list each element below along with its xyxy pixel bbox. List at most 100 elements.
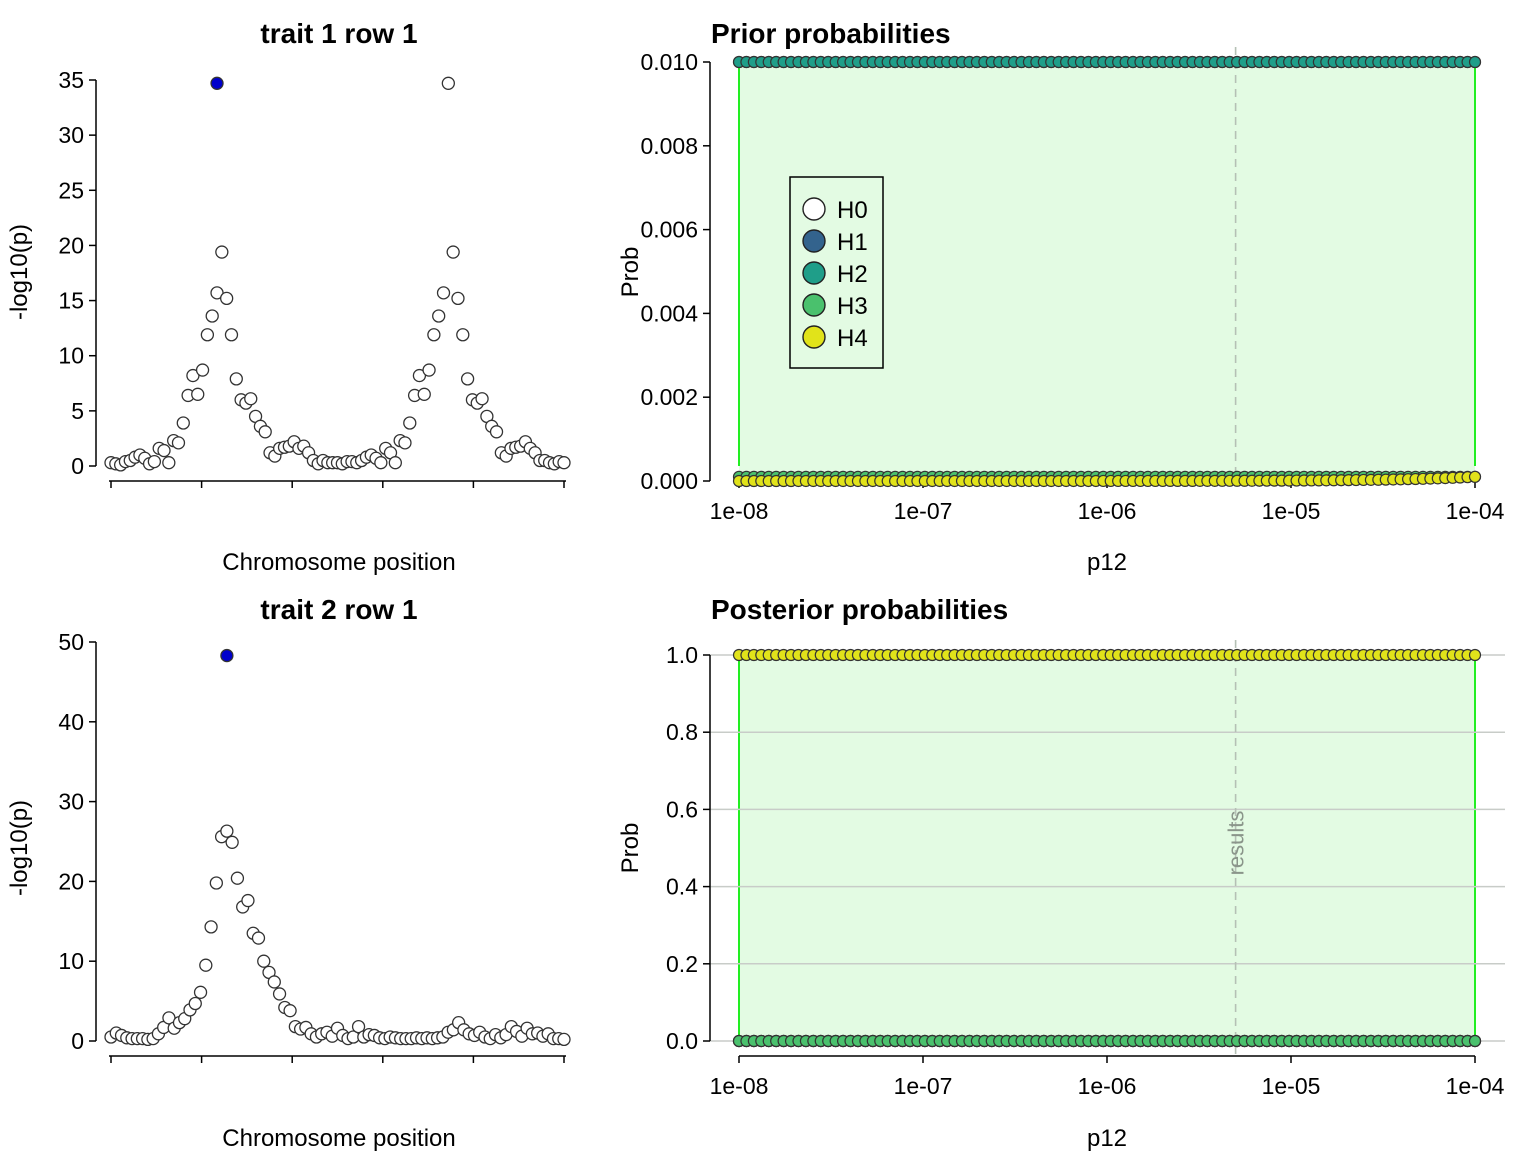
data-point bbox=[191, 387, 205, 401]
shaded-region bbox=[739, 655, 1475, 1041]
y-tick-label: 1.0 bbox=[666, 642, 698, 668]
lead-variant-point bbox=[220, 648, 234, 663]
data-point bbox=[427, 328, 441, 342]
y-tick-label: 0.002 bbox=[640, 384, 698, 410]
x-tick-label: 1e-05 bbox=[1262, 1073, 1321, 1099]
data-point bbox=[147, 454, 162, 469]
data-point bbox=[456, 328, 470, 342]
legend-label-h4: H4 bbox=[837, 325, 868, 352]
data-point bbox=[451, 291, 465, 306]
data-point bbox=[272, 987, 287, 1001]
data-point bbox=[446, 245, 460, 259]
y-tick-label: 0 bbox=[71, 1028, 84, 1054]
y-tick-label: 15 bbox=[58, 288, 84, 314]
x-tick-label: 1e-04 bbox=[1446, 498, 1505, 524]
data-point bbox=[200, 328, 215, 342]
y-tick-label: 0.2 bbox=[666, 951, 698, 977]
y-tick-label: 20 bbox=[58, 232, 84, 258]
posterior-probabilities-plot: Posterior probabilities p12 Prob results… bbox=[617, 594, 1505, 1152]
data-point bbox=[230, 871, 245, 885]
x-tick-label: 1e-04 bbox=[1446, 1073, 1505, 1099]
data-point bbox=[489, 425, 504, 439]
data-point bbox=[157, 443, 171, 458]
data-point bbox=[351, 1019, 366, 1034]
y-tick-label: 0.004 bbox=[640, 300, 698, 326]
x-tick-label: 1e-07 bbox=[894, 1073, 953, 1099]
legend: H0 H1 H2 H3 H4 bbox=[789, 176, 884, 369]
data-point bbox=[162, 456, 176, 470]
y-tick-label: 0.006 bbox=[640, 217, 698, 243]
y-tick-label: 30 bbox=[58, 122, 84, 148]
x-tick-label: 1e-08 bbox=[710, 498, 769, 524]
data-point bbox=[257, 954, 271, 968]
data-point bbox=[195, 363, 210, 377]
data-point bbox=[403, 416, 417, 430]
data-point bbox=[193, 985, 208, 999]
data-point bbox=[557, 1032, 571, 1047]
data-point bbox=[220, 824, 234, 838]
trait1-ylabel: -log10(p) bbox=[6, 224, 33, 320]
data-point bbox=[229, 372, 243, 386]
trait1-xlabel: Chromosome position bbox=[222, 549, 455, 576]
legend-label-h2: H2 bbox=[837, 261, 868, 288]
y-tick-label: 50 bbox=[58, 629, 84, 655]
data-point bbox=[220, 291, 234, 306]
legend-swatch-h2 bbox=[802, 261, 826, 285]
h4-point bbox=[1468, 648, 1482, 662]
trait2-manhattan-plot: trait 2 row 1 Chromosome position -log10… bbox=[6, 594, 571, 1152]
trait2-xlabel: Chromosome position bbox=[222, 1125, 455, 1152]
x-tick-label: 1e-07 bbox=[894, 498, 953, 524]
y-tick-label: 0.008 bbox=[640, 133, 698, 159]
y-tick-label: 0.0 bbox=[666, 1028, 698, 1054]
data-point bbox=[441, 76, 455, 90]
y-tick-label: 0.000 bbox=[640, 468, 698, 494]
posterior-xlabel: p12 bbox=[1087, 1125, 1127, 1152]
data-point bbox=[188, 996, 202, 1011]
y-tick-label: 25 bbox=[58, 177, 84, 203]
data-point bbox=[267, 975, 281, 989]
data-point bbox=[205, 309, 219, 323]
trait1-title: trait 1 row 1 bbox=[260, 18, 417, 49]
y-tick-label: 0.4 bbox=[666, 874, 698, 900]
y-tick-label: 35 bbox=[58, 67, 84, 93]
data-point bbox=[204, 920, 218, 934]
h2-point bbox=[1468, 55, 1482, 69]
y-tick-label: 10 bbox=[58, 948, 84, 974]
data-point bbox=[417, 387, 431, 401]
y-tick-label: 0.010 bbox=[640, 49, 698, 75]
posterior-title: Posterior probabilities bbox=[711, 594, 1008, 625]
data-point bbox=[422, 363, 436, 377]
data-point bbox=[224, 328, 239, 342]
data-point bbox=[436, 286, 451, 300]
prior-ylabel: Prob bbox=[617, 247, 644, 298]
h3-point bbox=[1468, 1034, 1482, 1048]
x-tick-label: 1e-06 bbox=[1078, 498, 1137, 524]
data-point bbox=[225, 835, 239, 849]
data-point bbox=[475, 392, 489, 406]
data-point bbox=[398, 436, 412, 450]
data-point bbox=[171, 436, 186, 450]
data-point bbox=[241, 893, 255, 908]
y-tick-label: 0 bbox=[71, 453, 84, 479]
x-tick-label: 1e-06 bbox=[1078, 1073, 1137, 1099]
prior-title: Prior probabilities bbox=[711, 18, 951, 49]
data-point bbox=[388, 456, 402, 470]
y-tick-label: 0.6 bbox=[666, 796, 698, 822]
trait2-ylabel: -log10(p) bbox=[6, 800, 33, 896]
y-tick-label: 5 bbox=[71, 398, 84, 424]
data-point bbox=[460, 372, 475, 386]
legend-label-h3: H3 bbox=[837, 293, 868, 320]
legend-swatch-h4 bbox=[802, 325, 826, 349]
data-point bbox=[176, 416, 190, 430]
y-tick-label: 40 bbox=[58, 709, 84, 735]
trait2-title: trait 2 row 1 bbox=[260, 594, 417, 625]
legend-swatch-h0 bbox=[802, 197, 826, 221]
data-point bbox=[244, 392, 258, 406]
data-point bbox=[374, 456, 388, 470]
trait1-manhattan-plot: trait 1 row 1 Chromosome position -log10… bbox=[6, 18, 571, 576]
legend-label-h0: H0 bbox=[837, 197, 868, 224]
data-point bbox=[251, 931, 266, 945]
data-point bbox=[258, 425, 272, 439]
x-tick-label: 1e-05 bbox=[1262, 498, 1321, 524]
